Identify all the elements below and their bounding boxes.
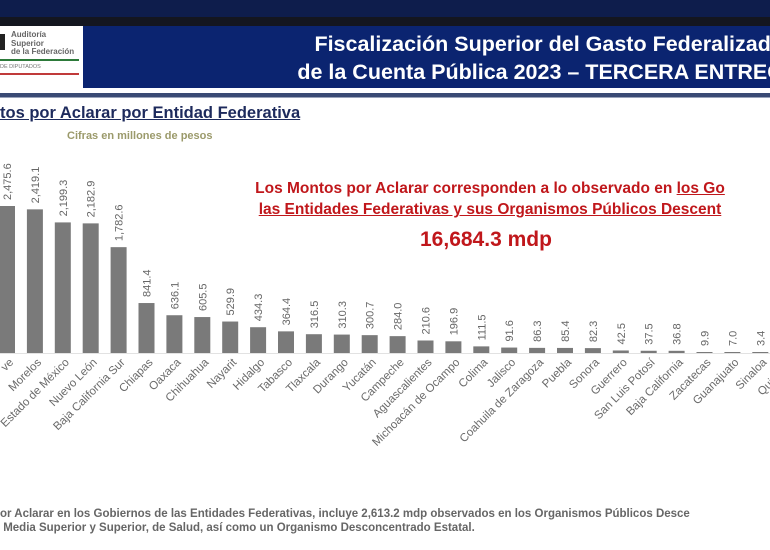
logo-mark-icon xyxy=(0,34,5,50)
bar xyxy=(54,222,71,353)
logo-text: Auditoría Superior de la Federación xyxy=(11,30,75,56)
bar xyxy=(612,350,629,353)
divider xyxy=(0,88,770,91)
value-label: 1,782.6 xyxy=(114,204,126,241)
value-label: 434.3 xyxy=(253,294,265,322)
bar xyxy=(696,352,713,353)
asf-logo: Auditoría Superior de la Federación DE DIP… xyxy=(0,26,83,88)
header-bar xyxy=(0,26,770,88)
logo-subtext: DE DIPUTADOS xyxy=(0,64,41,70)
category-label: Colima xyxy=(457,356,491,390)
bar xyxy=(0,206,15,353)
value-label: 2,182.9 xyxy=(86,181,98,218)
category-label: ve xyxy=(0,357,16,374)
note-line2-underlined: las Entidades Federativas y sus Organism… xyxy=(258,201,722,218)
total-amount: 16,684.3 mdp xyxy=(420,228,552,251)
title-line-2: de la Cuenta Pública 2023 – TERCERA ENTR… xyxy=(297,60,770,84)
note-line1: Los Montos por Aclarar corresponden a lo… xyxy=(255,180,677,197)
value-label: 42.5 xyxy=(616,323,628,344)
value-label: 111.5 xyxy=(476,314,488,340)
bar xyxy=(250,327,267,353)
value-label: 85.4 xyxy=(560,321,572,342)
value-label: 2,419.1 xyxy=(30,167,42,204)
value-label: 36.8 xyxy=(672,323,684,344)
value-label: 82.3 xyxy=(588,321,600,342)
bar xyxy=(222,321,239,353)
value-label: 2,475.6 xyxy=(2,163,14,200)
value-label: 529.9 xyxy=(225,288,237,316)
bar xyxy=(138,303,155,353)
bar xyxy=(584,348,601,353)
bar xyxy=(473,346,490,353)
bar xyxy=(640,350,657,353)
logo-green-line xyxy=(0,59,79,61)
footnote-line1: or Aclarar en los Gobiernos de las Entid… xyxy=(0,508,690,520)
note-line1-underlined: los Go xyxy=(676,180,725,197)
units-label: Cifras en millones de pesos xyxy=(67,130,213,142)
bar xyxy=(417,340,434,353)
value-label: 9.9 xyxy=(700,331,712,346)
bar xyxy=(668,350,685,353)
value-label: 37.5 xyxy=(644,323,656,344)
bar xyxy=(82,223,99,353)
bar xyxy=(26,209,43,353)
footnote-line2: Media Superior y Superior, de Salud, así… xyxy=(0,522,475,534)
dark-band xyxy=(0,17,770,26)
value-label: 91.6 xyxy=(504,320,516,341)
value-label: 364.4 xyxy=(281,298,293,326)
bar xyxy=(557,347,573,353)
title-line-1: Fiscalización Superior del Gasto Federal… xyxy=(314,32,770,56)
value-label: 316.5 xyxy=(309,301,321,329)
value-label: 7.0 xyxy=(727,331,739,346)
value-label: 636.1 xyxy=(169,282,181,310)
footnote: or Aclarar en los Gobiernos de las Entid… xyxy=(0,507,690,535)
bar xyxy=(724,352,741,353)
value-label: 300.7 xyxy=(365,302,377,330)
value-label: 2,199.3 xyxy=(58,180,70,217)
value-label: 3.4 xyxy=(755,331,767,346)
value-label: 196.9 xyxy=(448,308,460,336)
bar xyxy=(361,335,378,353)
chart-subtitle: tos por Aclarar por Entidad Federativa xyxy=(0,104,301,122)
top-band xyxy=(0,0,770,17)
bar xyxy=(166,315,183,353)
value-label: 841.4 xyxy=(142,270,154,298)
value-label: 605.5 xyxy=(197,284,209,312)
bar xyxy=(389,336,406,353)
page-title: Fiscalización Superior del Gasto Federal… xyxy=(130,30,770,86)
bar xyxy=(305,334,322,353)
bar xyxy=(278,331,294,353)
bar xyxy=(445,341,462,353)
bar xyxy=(110,247,127,353)
logo-red-line xyxy=(0,73,79,75)
bar xyxy=(194,317,211,353)
bar xyxy=(752,352,769,353)
value-label: 210.6 xyxy=(421,307,433,335)
divider xyxy=(0,93,770,98)
value-label: 86.3 xyxy=(532,320,544,341)
value-label: 284.0 xyxy=(393,303,405,331)
bar xyxy=(333,334,350,353)
bar xyxy=(501,347,518,353)
bar xyxy=(529,347,546,353)
value-label: 310.3 xyxy=(337,301,349,329)
note-text: Los Montos por Aclarar corresponden a lo… xyxy=(180,178,770,220)
